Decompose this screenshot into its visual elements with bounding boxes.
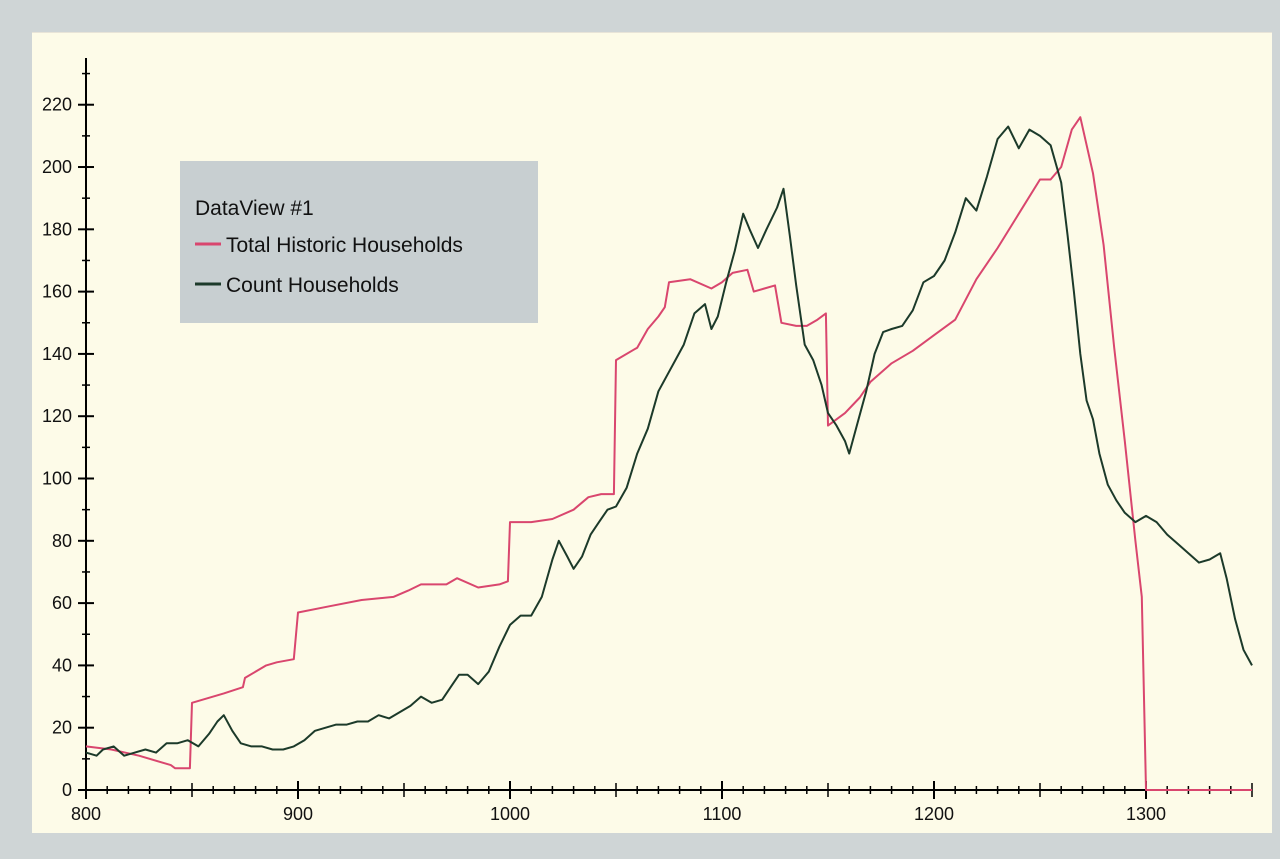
x-tick-label: 900 xyxy=(283,804,313,824)
y-tick-label: 80 xyxy=(52,531,72,551)
y-tick-label: 60 xyxy=(52,593,72,613)
legend: DataView #1 Total Historic Households Co… xyxy=(180,161,538,323)
x-tick-label: 1000 xyxy=(490,804,530,824)
x-tick-label: 800 xyxy=(71,804,101,824)
legend-label-total-historic-households: Total Historic Households xyxy=(226,234,463,257)
legend-title: DataView #1 xyxy=(195,197,314,220)
axes: 0 20 40 60 80 100 120 140 160 180 200 220 800 900 1000… xyxy=(42,58,1253,824)
y-tick-label: 0 xyxy=(62,780,72,800)
series-line-count-households xyxy=(85,125,1253,757)
y-tick-label: 140 xyxy=(42,344,72,364)
legend-box xyxy=(180,161,538,323)
y-tick-label: 20 xyxy=(52,718,72,738)
x-tick-label: 1300 xyxy=(1126,804,1166,824)
legend-label-count-households: Count Households xyxy=(226,274,399,297)
line-chart: 0 20 40 60 80 100 120 140 160 180 200 220 800 900 1000… xyxy=(42,58,1253,824)
y-tick-label: 40 xyxy=(52,655,72,675)
y-tick-label: 160 xyxy=(42,282,72,302)
y-tick-label: 220 xyxy=(42,95,72,115)
y-tick-label: 200 xyxy=(42,157,72,177)
y-tick-label: 180 xyxy=(42,219,72,239)
series-layer xyxy=(85,116,1253,791)
y-tick-label: 100 xyxy=(42,469,72,489)
y-tick-label: 120 xyxy=(42,406,72,426)
x-tick-label: 1200 xyxy=(914,804,954,824)
x-tick-label: 1100 xyxy=(703,804,742,824)
series-line-total-historic-households xyxy=(85,116,1252,791)
chart-frame: 0 20 40 60 80 100 120 140 160 180 200 220 800 900 1000… xyxy=(32,32,1272,833)
